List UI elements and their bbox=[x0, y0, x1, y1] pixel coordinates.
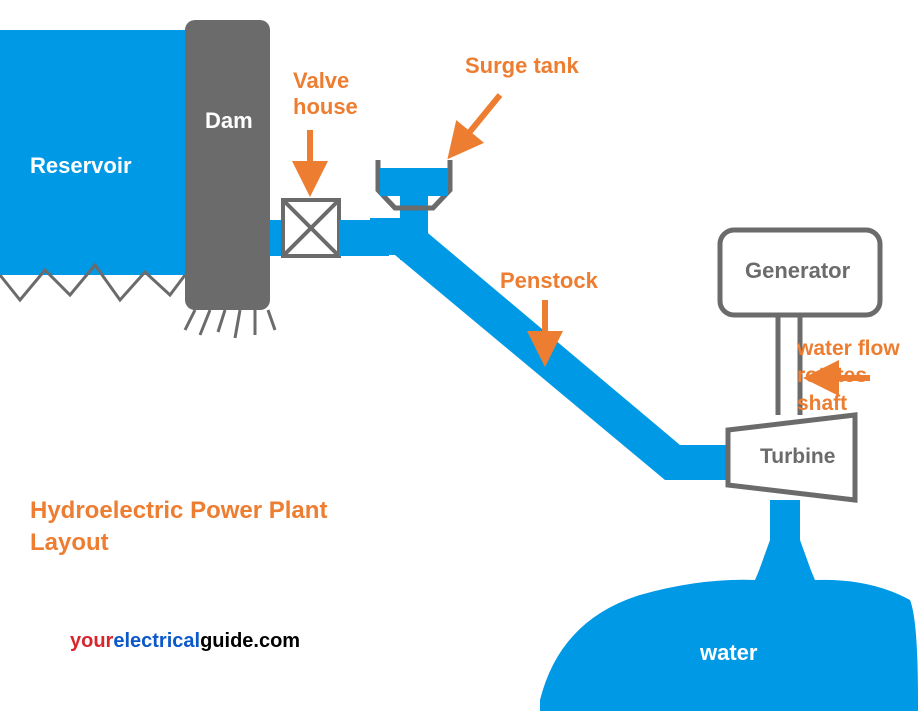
valve-house bbox=[283, 200, 339, 256]
dam-label: Dam bbox=[205, 108, 253, 134]
tailrace-water bbox=[540, 545, 918, 711]
penstock-pipe bbox=[370, 218, 755, 480]
surge-tank-label: Surge tank bbox=[465, 53, 579, 79]
dam-foundation bbox=[185, 310, 275, 338]
reservoir-label: Reservoir bbox=[30, 153, 132, 179]
penstock-label: Penstock bbox=[500, 268, 598, 294]
water-label: water bbox=[700, 640, 757, 666]
arrow-surge bbox=[455, 95, 500, 150]
generator-label: Generator bbox=[745, 258, 850, 284]
diagram-svg bbox=[0, 0, 918, 711]
valve-house-label: Valvehouse bbox=[293, 68, 358, 121]
dam-shape bbox=[185, 20, 270, 310]
source-url: yourelectricalguide.com bbox=[70, 630, 300, 653]
turbine-label: Turbine bbox=[760, 445, 835, 469]
shaft-note: water flow rotates shaft bbox=[797, 335, 918, 417]
title: Hydroelectric Power Plant Layout bbox=[30, 495, 327, 560]
